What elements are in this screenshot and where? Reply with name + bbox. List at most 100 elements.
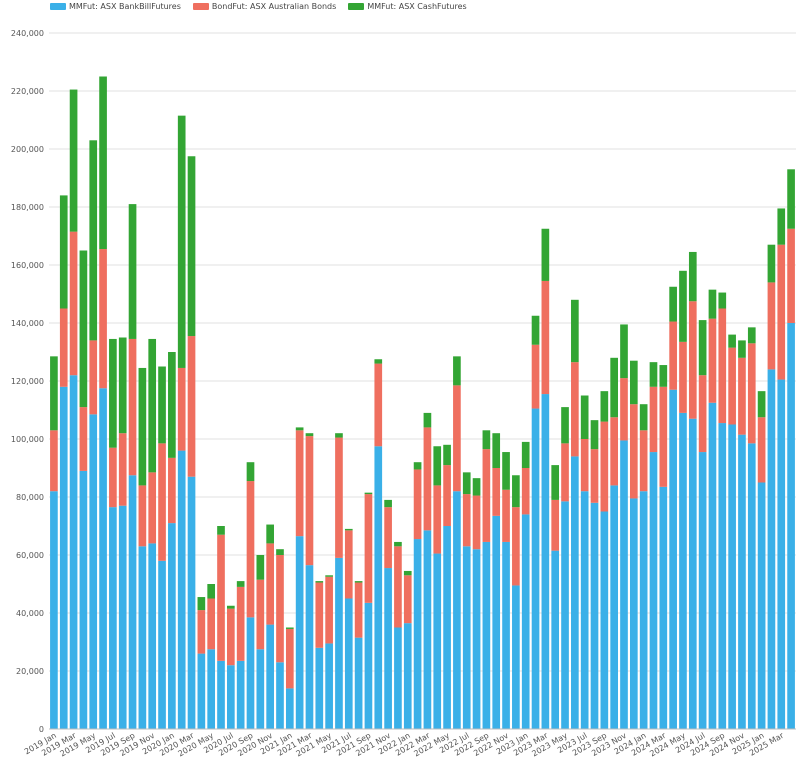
bar-segment-series-0[interactable] bbox=[59, 386, 68, 729]
bar-segment-series-0[interactable] bbox=[69, 375, 78, 729]
bar-segment-series-2[interactable] bbox=[787, 169, 795, 229]
bar-segment-series-2[interactable] bbox=[600, 391, 609, 422]
bar-segment-series-2[interactable] bbox=[512, 475, 520, 508]
bar-segment-series-0[interactable] bbox=[236, 660, 245, 729]
bar-segment-series-1[interactable] bbox=[757, 417, 766, 483]
bar-segment-series-0[interactable] bbox=[472, 549, 481, 729]
bar-segment-series-1[interactable] bbox=[99, 249, 107, 389]
bar-segment-series-2[interactable] bbox=[502, 452, 510, 490]
bar-segment-series-0[interactable] bbox=[217, 660, 225, 729]
bar-segment-series-0[interactable] bbox=[620, 440, 628, 729]
bar-segment-series-1[interactable] bbox=[89, 340, 98, 415]
legend-item-bankbill[interactable]: MMFut: ASX BankBillFutures bbox=[50, 2, 181, 11]
bar-segment-series-0[interactable] bbox=[79, 470, 88, 729]
bar-segment-series-0[interactable] bbox=[256, 649, 265, 729]
bar-segment-series-2[interactable] bbox=[639, 404, 648, 431]
bar-segment-series-0[interactable] bbox=[168, 523, 176, 729]
bar-segment-series-0[interactable] bbox=[551, 550, 560, 729]
bar-segment-series-1[interactable] bbox=[531, 344, 540, 409]
bar-segment-series-1[interactable] bbox=[325, 576, 333, 644]
bar-segment-series-2[interactable] bbox=[207, 584, 216, 599]
bar-segment-series-1[interactable] bbox=[168, 457, 176, 524]
bar-segment-series-0[interactable] bbox=[305, 565, 314, 729]
bar-segment-series-1[interactable] bbox=[187, 336, 196, 477]
bar-segment-series-0[interactable] bbox=[315, 647, 324, 729]
bar-segment-series-1[interactable] bbox=[561, 443, 569, 502]
bar-segment-series-0[interactable] bbox=[482, 541, 491, 729]
bar-segment-series-1[interactable] bbox=[433, 485, 442, 554]
bar-segment-series-1[interactable] bbox=[698, 375, 707, 453]
bar-segment-series-1[interactable] bbox=[109, 447, 117, 508]
bar-segment-series-2[interactable] bbox=[394, 541, 402, 547]
bar-segment-series-1[interactable] bbox=[197, 610, 206, 654]
bar-segment-series-2[interactable] bbox=[344, 528, 353, 531]
bar-segment-series-1[interactable] bbox=[649, 386, 658, 453]
bar-segment-series-1[interactable] bbox=[482, 449, 491, 542]
bar-segment-series-0[interactable] bbox=[688, 418, 697, 729]
bar-segment-series-2[interactable] bbox=[580, 395, 589, 440]
legend-item-cashfutures[interactable]: MMFut: ASX CashFutures bbox=[348, 2, 467, 11]
bar-segment-series-1[interactable] bbox=[688, 301, 697, 419]
bar-segment-series-0[interactable] bbox=[639, 491, 648, 729]
bar-segment-series-0[interactable] bbox=[364, 602, 373, 729]
bar-segment-series-1[interactable] bbox=[492, 468, 501, 516]
bar-segment-series-0[interactable] bbox=[738, 434, 746, 729]
bar-segment-series-2[interactable] bbox=[148, 338, 157, 473]
bar-segment-series-1[interactable] bbox=[50, 430, 58, 492]
bar-segment-series-2[interactable] bbox=[453, 356, 461, 386]
bar-segment-series-0[interactable] bbox=[531, 408, 540, 729]
bar-segment-series-0[interactable] bbox=[787, 323, 795, 729]
bar-segment-series-2[interactable] bbox=[590, 420, 599, 450]
bar-segment-series-0[interactable] bbox=[276, 662, 284, 729]
bar-segment-series-2[interactable] bbox=[99, 76, 107, 250]
bar-segment-series-1[interactable] bbox=[580, 439, 589, 492]
bar-segment-series-2[interactable] bbox=[482, 430, 491, 450]
bar-segment-series-0[interactable] bbox=[462, 546, 471, 729]
bar-segment-series-2[interactable] bbox=[374, 359, 383, 364]
bar-segment-series-1[interactable] bbox=[148, 472, 157, 544]
bar-segment-series-1[interactable] bbox=[502, 489, 510, 542]
bar-segment-series-0[interactable] bbox=[118, 505, 127, 729]
bar-segment-series-2[interactable] bbox=[472, 478, 481, 496]
bar-segment-series-0[interactable] bbox=[50, 491, 58, 729]
bar-segment-series-2[interactable] bbox=[688, 251, 697, 302]
bar-segment-series-1[interactable] bbox=[787, 228, 795, 323]
bar-segment-series-2[interactable] bbox=[335, 433, 343, 438]
bar-segment-series-2[interactable] bbox=[551, 465, 560, 500]
bar-segment-series-1[interactable] bbox=[118, 433, 127, 506]
bar-segment-series-2[interactable] bbox=[531, 315, 540, 345]
bar-segment-series-0[interactable] bbox=[433, 553, 442, 729]
bar-segment-series-0[interactable] bbox=[285, 688, 294, 729]
bar-segment-series-0[interactable] bbox=[649, 452, 658, 729]
bar-segment-series-0[interactable] bbox=[394, 627, 402, 730]
bar-segment-series-0[interactable] bbox=[669, 389, 677, 729]
bar-segment-series-1[interactable] bbox=[620, 378, 628, 441]
bar-segment-series-2[interactable] bbox=[747, 327, 756, 344]
bar-segment-series-2[interactable] bbox=[128, 204, 137, 339]
bar-segment-series-2[interactable] bbox=[561, 407, 569, 444]
bar-segment-series-2[interactable] bbox=[698, 320, 707, 376]
legend-item-bonds[interactable]: BondFut: ASX Australian Bonds bbox=[192, 2, 336, 11]
bar-segment-series-1[interactable] bbox=[512, 507, 520, 586]
bar-segment-series-2[interactable] bbox=[69, 89, 78, 232]
bar-segment-series-2[interactable] bbox=[305, 433, 314, 437]
bar-segment-series-1[interactable] bbox=[344, 530, 353, 599]
bar-segment-series-1[interactable] bbox=[453, 385, 461, 492]
bar-segment-series-0[interactable] bbox=[423, 530, 432, 729]
bar-segment-series-2[interactable] bbox=[718, 292, 727, 309]
bar-segment-series-1[interactable] bbox=[521, 468, 530, 515]
bar-segment-series-0[interactable] bbox=[708, 402, 717, 729]
bar-segment-series-0[interactable] bbox=[207, 649, 216, 729]
bar-segment-series-2[interactable] bbox=[295, 427, 304, 431]
bar-segment-series-1[interactable] bbox=[295, 430, 304, 537]
bar-segment-series-1[interactable] bbox=[639, 430, 648, 492]
bar-segment-series-1[interactable] bbox=[256, 579, 265, 650]
bar-segment-series-0[interactable] bbox=[747, 443, 756, 729]
bar-segment-series-2[interactable] bbox=[227, 605, 235, 609]
bar-segment-series-0[interactable] bbox=[109, 507, 117, 729]
bar-segment-series-1[interactable] bbox=[777, 244, 786, 380]
bar-segment-series-0[interactable] bbox=[227, 665, 235, 729]
bar-segment-series-2[interactable] bbox=[158, 366, 166, 444]
bar-segment-series-1[interactable] bbox=[394, 546, 402, 628]
bar-segment-series-1[interactable] bbox=[384, 507, 392, 569]
